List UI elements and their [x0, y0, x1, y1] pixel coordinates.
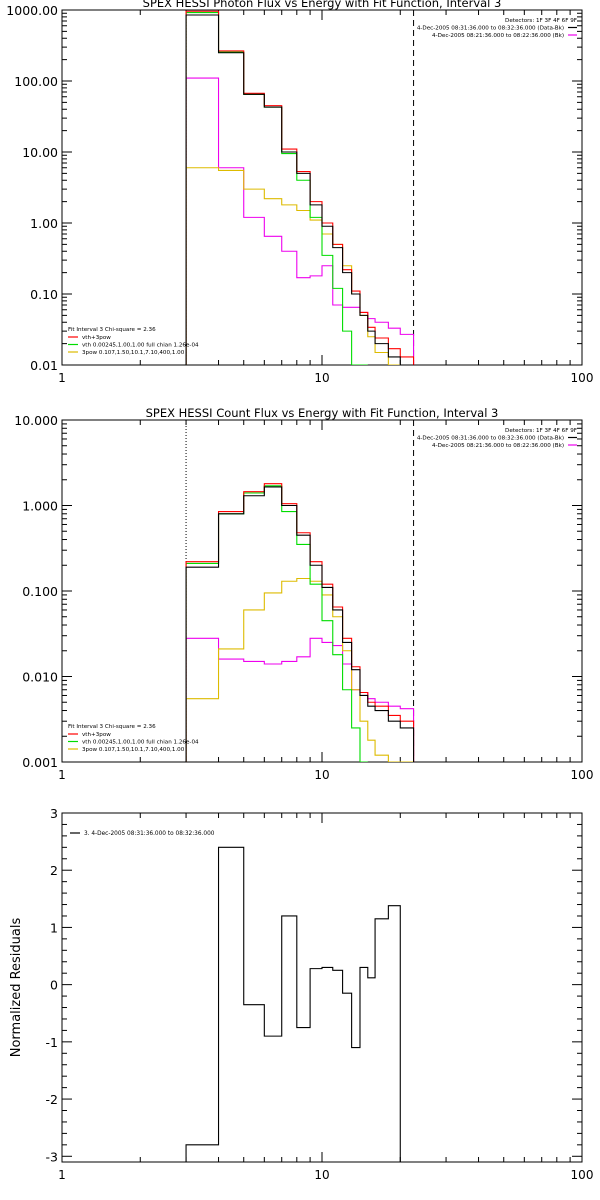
series-line — [185, 14, 414, 365]
series-line — [185, 77, 415, 365]
plot-frame — [61, 812, 583, 1163]
series-line — [185, 10, 415, 365]
chart-title: SPEX HESSI Photon Flux vs Energy with Fi… — [143, 0, 502, 10]
x-tick-label: 1 — [58, 1168, 66, 1182]
residuals-panel: Normalized Residuals 1 10 100 -3 -2 -1 0 1 2 3 3. 4… — [9, 806, 593, 1182]
y-tick-label: 0 — [50, 978, 58, 993]
residual-legend: 3. 4-Dec-2005 08:31:36.000 to 08:32:36.0… — [70, 831, 215, 837]
series-line — [185, 12, 368, 365]
legend-bottom-entry: vth+3pow — [82, 335, 111, 341]
legend-top-entry: 4-Dec-2005 08:21:36.000 to 08:22:36.000 … — [432, 443, 564, 449]
x-tick-label: 100 — [571, 768, 594, 782]
y-ticks — [62, 823, 582, 1157]
series-group — [185, 10, 415, 365]
y-tick-label: 0.100 — [22, 584, 58, 599]
legend-top-entry: Detectors: 1F 3F 4F 6F 9F — [505, 18, 577, 24]
y-tick-label: 0.10 — [30, 287, 58, 302]
y-tick-label: 10.000 — [14, 413, 58, 428]
legend-bottom-title: Fit Interval 3 Chi-square = 2.36 — [68, 327, 156, 333]
x-tick-label: 100 — [571, 1168, 594, 1182]
legend-bottom: Fit Interval 3 Chi-square = 2.36 vth+3pow… — [68, 724, 199, 753]
plot-frame — [61, 9, 583, 366]
count-flux-panel: SPEX HESSI Count Flux vs Energy with Fit… — [14, 406, 593, 782]
x-tick-label: 10 — [314, 371, 329, 385]
legend-top-entry: 4-Dec-2005 08:31:36.000 to 08:32:36.000 … — [417, 436, 564, 442]
y-tick-label: 0.001 — [22, 755, 58, 770]
series-group — [185, 846, 414, 1162]
y-tick-label: -3 — [46, 1149, 58, 1164]
legend-bottom-title: Fit Interval 3 Chi-square = 2.36 — [68, 724, 156, 730]
legend-bottom: Fit Interval 3 Chi-square = 2.36 vth+3pow… — [68, 327, 199, 356]
series-group — [185, 483, 415, 762]
legend-top: Detectors: 1F 3F 4F 6F 9F 4-Dec-2005 08:3… — [417, 18, 577, 39]
series-line — [185, 486, 415, 762]
x-ticks — [61, 420, 571, 762]
y-tick-label: 3 — [50, 806, 58, 821]
residual-legend-entry: 3. 4-Dec-2005 08:31:36.000 to 08:32:36.0… — [84, 831, 215, 837]
series-line — [185, 167, 414, 365]
y-tick-label: 0.01 — [30, 358, 58, 373]
y-tick-label: -2 — [46, 1092, 58, 1107]
photon-flux-panel: SPEX HESSI Photon Flux vs Energy with Fi… — [6, 0, 593, 385]
legend-top: Detectors: 1F 3F 4F 6F 9F 4-Dec-2005 08:3… — [417, 428, 577, 449]
y-tick-label: 10.00 — [22, 145, 58, 160]
y-ticks — [62, 423, 582, 763]
y-tick-label: 1.000 — [22, 499, 58, 514]
plot-frame — [61, 419, 583, 763]
legend-top-entry: Detectors: 1F 3F 4F 6F 9F — [505, 428, 577, 434]
series-line — [185, 485, 368, 762]
series-line — [185, 577, 414, 762]
y-tick-label: -1 — [46, 1035, 58, 1050]
y-tick-label: 1000.00 — [6, 3, 58, 18]
x-tick-label: 1 — [58, 768, 66, 782]
x-tick-label: 10 — [314, 768, 329, 782]
x-tick-label: 100 — [571, 371, 594, 385]
residual-line — [185, 846, 414, 1162]
series-line — [185, 483, 415, 762]
y-tick-label: 2 — [50, 863, 58, 878]
x-ticks — [61, 813, 571, 1162]
y-tick-label: 1 — [50, 920, 58, 935]
legend-bottom-entry: 3pow 0.107,1.50,10.1,7.10,400,1.00 — [82, 747, 185, 753]
y-tick-label: 1.00 — [30, 216, 58, 231]
series-line — [185, 637, 415, 762]
x-tick-label: 1 — [58, 371, 66, 385]
y-axis-label: Normalized Residuals — [9, 918, 24, 1058]
x-ticks — [61, 10, 571, 365]
y-tick-label: 0.010 — [22, 670, 58, 685]
legend-bottom-entry: 3pow 0.107,1.50,10.1,7.10,400,1.00 — [82, 350, 185, 356]
y-ticks — [62, 12, 582, 366]
legend-top-entry: 4-Dec-2005 08:31:36.000 to 08:32:36.000 … — [417, 26, 564, 32]
legend-bottom-entry: vth 0.00245,1.00,1.00 full chian 1.26e-0… — [82, 740, 199, 746]
y-tick-label: 100.00 — [14, 74, 58, 89]
legend-top-entry: 4-Dec-2005 08:21:36.000 to 08:22:36.000 … — [432, 33, 564, 39]
legend-bottom-entry: vth 0.00245,1.00,1.00 full chian 1.26e-0… — [82, 343, 199, 349]
legend-bottom-entry: vth+3pow — [82, 732, 111, 738]
x-tick-label: 10 — [314, 1168, 329, 1182]
chart-title: SPEX HESSI Count Flux vs Energy with Fit… — [146, 406, 499, 420]
